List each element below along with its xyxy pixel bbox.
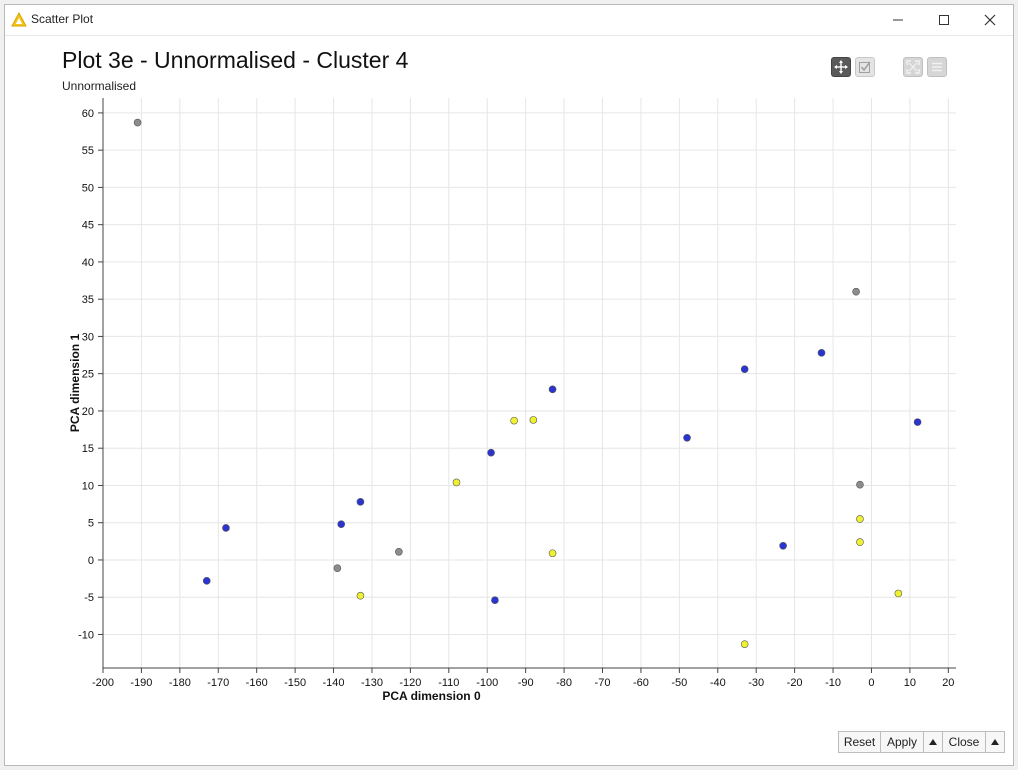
y-tick-label: 45 xyxy=(82,220,94,232)
x-tick-label: -130 xyxy=(361,677,383,689)
data-point-blue[interactable] xyxy=(817,349,826,357)
data-point-yellow[interactable] xyxy=(548,549,557,558)
x-tick-label: -150 xyxy=(284,677,306,689)
data-point-blue[interactable] xyxy=(779,542,787,550)
y-tick-label: 20 xyxy=(82,406,94,418)
data-point-blue[interactable] xyxy=(222,524,230,532)
x-tick-label: -100 xyxy=(476,677,498,689)
y-tick-label: 25 xyxy=(82,369,94,381)
x-tick-label: 10 xyxy=(904,677,916,689)
y-tick-label: 0 xyxy=(88,555,94,567)
menu-icon xyxy=(932,62,942,72)
x-tick-label: 0 xyxy=(868,677,874,689)
x-tick-label: -30 xyxy=(748,677,764,689)
data-point-blue[interactable] xyxy=(356,498,365,506)
data-point-blue[interactable] xyxy=(202,577,211,585)
x-tick-label: -110 xyxy=(438,677,459,689)
data-point-yellow[interactable] xyxy=(452,478,461,487)
data-point-yellow[interactable] xyxy=(894,589,903,598)
x-tick-label: -60 xyxy=(633,677,649,689)
apply-options-button[interactable] xyxy=(923,731,943,753)
x-tick-label: -10 xyxy=(825,677,841,689)
x-tick-label: -40 xyxy=(710,677,726,689)
data-point-yellow[interactable] xyxy=(529,416,538,424)
close-options-button[interactable] xyxy=(985,731,1005,753)
data-point-gray[interactable] xyxy=(133,118,142,127)
chart-menu-button[interactable] xyxy=(927,57,947,77)
plot-subtitle: Unnormalised xyxy=(62,79,137,93)
data-point-blue[interactable] xyxy=(548,385,557,394)
pan-tool-button[interactable] xyxy=(831,57,851,77)
footer-button-group-1: Reset Apply Close xyxy=(838,731,1005,753)
data-point-yellow[interactable] xyxy=(740,640,749,648)
x-tick-label: -160 xyxy=(246,677,268,689)
data-point-blue[interactable] xyxy=(491,596,499,604)
minimize-icon xyxy=(893,19,903,21)
maximize-icon xyxy=(939,15,949,25)
y-tick-label: 35 xyxy=(82,294,94,306)
x-tick-label: -140 xyxy=(323,677,345,689)
select-check-icon xyxy=(859,61,871,73)
fit-view-icon xyxy=(906,60,920,74)
fit-view-button[interactable] xyxy=(903,57,923,77)
scatter-plot-window: Scatter Plot Plot 3e - Unnormalised - Cl… xyxy=(4,4,1014,766)
y-tick-label: 55 xyxy=(82,145,94,157)
apply-button[interactable]: Apply xyxy=(880,731,924,753)
y-tick-label: -10 xyxy=(78,629,94,641)
x-tick-label: -50 xyxy=(671,677,687,689)
x-tick-label: -90 xyxy=(518,677,534,689)
data-point-yellow[interactable] xyxy=(510,416,518,425)
y-tick-label: 30 xyxy=(82,331,94,343)
data-point-gray[interactable] xyxy=(856,480,864,489)
data-point-gray[interactable] xyxy=(852,287,860,296)
reset-button[interactable]: Reset xyxy=(838,731,881,753)
x-tick-label: -170 xyxy=(207,677,229,689)
maximize-button[interactable] xyxy=(921,5,967,35)
plot-title: Plot 3e - Unnormalised - Cluster 4 xyxy=(62,47,409,73)
x-tick-label: -20 xyxy=(787,677,803,689)
data-point-blue[interactable] xyxy=(683,433,691,442)
x-tick-label: -70 xyxy=(595,677,611,689)
x-tick-label: -200 xyxy=(92,677,114,689)
data-point-blue[interactable] xyxy=(740,365,749,374)
title-bar: Scatter Plot xyxy=(5,5,1013,36)
pan-move-icon xyxy=(834,60,848,74)
y-tick-label: 15 xyxy=(82,443,94,455)
y-tick-label: 50 xyxy=(82,182,94,194)
y-tick-label: 60 xyxy=(82,108,94,120)
close-icon xyxy=(984,14,996,26)
data-point-gray[interactable] xyxy=(395,547,403,556)
x-tick-label: -180 xyxy=(169,677,191,689)
x-tick-label: 20 xyxy=(942,677,954,689)
data-point-blue[interactable] xyxy=(487,448,495,457)
minimize-button[interactable] xyxy=(875,5,921,35)
y-axis-label: PCA dimension 1 xyxy=(68,334,82,433)
scatter-chart[interactable]: -200 -190 -180 -170 -160 -150 -140 -130 -120 -110… xyxy=(5,5,1013,705)
y-tick-label: -5 xyxy=(84,592,94,604)
y-tick-label: 10 xyxy=(82,480,94,492)
y-tick-label: 40 xyxy=(82,257,94,269)
x-tick-label: -120 xyxy=(399,677,421,689)
y-tick-label: 5 xyxy=(88,518,94,530)
close-window-button[interactable] xyxy=(967,5,1013,35)
close-button[interactable]: Close xyxy=(942,731,986,753)
data-point-yellow[interactable] xyxy=(356,591,365,600)
data-point-yellow[interactable] xyxy=(856,515,864,523)
caret-up-icon xyxy=(991,739,999,745)
data-point-blue[interactable] xyxy=(913,418,922,426)
knime-warning-icon xyxy=(11,12,27,27)
data-point-blue[interactable] xyxy=(337,520,346,528)
data-point-gray[interactable] xyxy=(333,564,342,572)
x-tick-label: -80 xyxy=(556,677,572,689)
x-axis-label: PCA dimension 0 xyxy=(382,689,481,703)
window-title: Scatter Plot xyxy=(31,12,94,26)
data-point-yellow[interactable] xyxy=(856,538,864,546)
caret-up-icon xyxy=(929,739,937,745)
select-tool-button[interactable] xyxy=(855,57,875,77)
x-tick-label: -190 xyxy=(130,677,152,689)
